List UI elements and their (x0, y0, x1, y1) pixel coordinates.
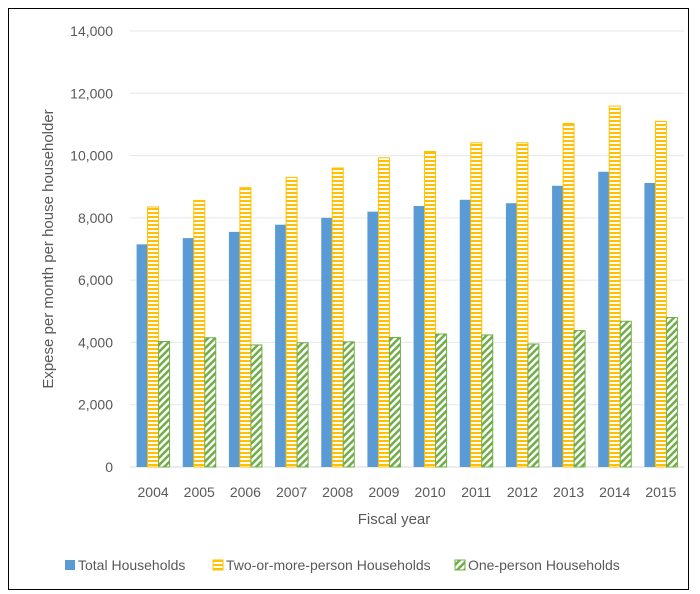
y-tick-label: 8,000 (78, 210, 113, 226)
bar-total-households-2007 (275, 224, 287, 467)
bar-two-or-more-person-households-2011 (470, 142, 483, 468)
bar-one-person-households-2014 (619, 320, 632, 468)
bar-one-person-households-2013 (573, 330, 586, 468)
x-axis-ticks: 2004 2005 2006 2007 2008 2009 2010 2011 2012 2013… (138, 484, 677, 500)
bar-two-or-more-person-households-2015 (654, 120, 667, 468)
x-tick-label: 2013 (553, 484, 584, 500)
gridlines (130, 30, 684, 468)
bar-two-or-more-person-households-2008 (331, 167, 344, 468)
x-tick-label: 2008 (322, 484, 353, 500)
bar-total-households-2008 (321, 217, 333, 467)
bar-one-person-households-2010 (435, 333, 448, 468)
bar-total-households-2005 (182, 238, 194, 467)
y-axis-title: Expese per month per house householder (40, 109, 57, 388)
bar-total-households-2011 (459, 199, 471, 467)
x-tick-label: 2015 (645, 484, 676, 500)
x-tick-label: 2009 (368, 484, 399, 500)
bar-one-person-households-2008 (342, 341, 355, 468)
bars (136, 105, 678, 468)
bar-two-or-more-person-households-2012 (516, 142, 529, 468)
bar-total-households-2010 (413, 206, 425, 467)
x-tick-label: 2006 (230, 484, 261, 500)
y-tick-label: 2,000 (78, 397, 113, 413)
y-tick-label: 4,000 (78, 334, 113, 350)
x-tick-label: 2014 (599, 484, 630, 500)
legend-swatch-1 (65, 560, 75, 570)
y-tick-label: 0 (105, 459, 113, 475)
bar-total-households-2012 (505, 203, 517, 467)
x-tick-label: 2007 (276, 484, 307, 500)
bar-one-person-households-2005 (204, 337, 217, 468)
legend-label-1: Total Households (78, 557, 185, 573)
x-tick-label: 2012 (507, 484, 538, 500)
bar-two-or-more-person-households-2010 (424, 151, 437, 468)
bar-one-person-households-2004 (158, 340, 171, 468)
bar-one-person-households-2007 (296, 342, 309, 468)
x-tick-label: 2004 (138, 484, 169, 500)
bar-two-or-more-person-households-2005 (193, 199, 206, 468)
x-axis-title: Fiscal year (358, 511, 431, 528)
bar-total-households-2004 (136, 244, 148, 467)
x-tick-label: 2011 (461, 484, 491, 500)
bar-one-person-households-2011 (481, 334, 494, 468)
bar-one-person-households-2015 (665, 317, 678, 468)
bar-two-or-more-person-households-2007 (285, 176, 298, 468)
legend-swatch-2 (212, 559, 224, 571)
bar-one-person-households-2012 (527, 343, 540, 468)
y-tick-label: 10,000 (70, 148, 113, 164)
bar-two-or-more-person-households-2013 (562, 122, 575, 468)
bar-total-households-2015 (644, 182, 656, 467)
legend: Total Households Two-or-more-person House… (65, 557, 620, 573)
bar-total-households-2006 (228, 231, 240, 467)
bar-total-households-2013 (552, 185, 564, 467)
bar-one-person-households-2009 (388, 336, 401, 468)
x-tick-label: 2005 (184, 484, 215, 500)
bar-two-or-more-person-households-2004 (147, 206, 160, 468)
bar-total-households-2014 (598, 171, 610, 467)
bar-total-households-2009 (367, 211, 379, 467)
bar-two-or-more-person-households-2006 (239, 187, 252, 468)
legend-swatch-3 (454, 559, 466, 571)
legend-label-2: Two-or-more-person Households (226, 557, 431, 573)
y-tick-label: 12,000 (70, 85, 113, 101)
bar-two-or-more-person-households-2014 (608, 105, 621, 468)
bar-two-or-more-person-households-2009 (377, 157, 390, 468)
legend-label-3: One-person Households (468, 557, 620, 573)
x-tick-label: 2010 (415, 484, 446, 500)
y-tick-label: 14,000 (70, 23, 113, 39)
y-axis-ticks: 0 2,000 4,000 6,000 8,000 10,000 12,000 14,000 (70, 23, 113, 475)
bar-one-person-households-2006 (250, 344, 263, 468)
y-tick-label: 6,000 (78, 272, 113, 288)
chart-frame (8, 8, 689, 590)
